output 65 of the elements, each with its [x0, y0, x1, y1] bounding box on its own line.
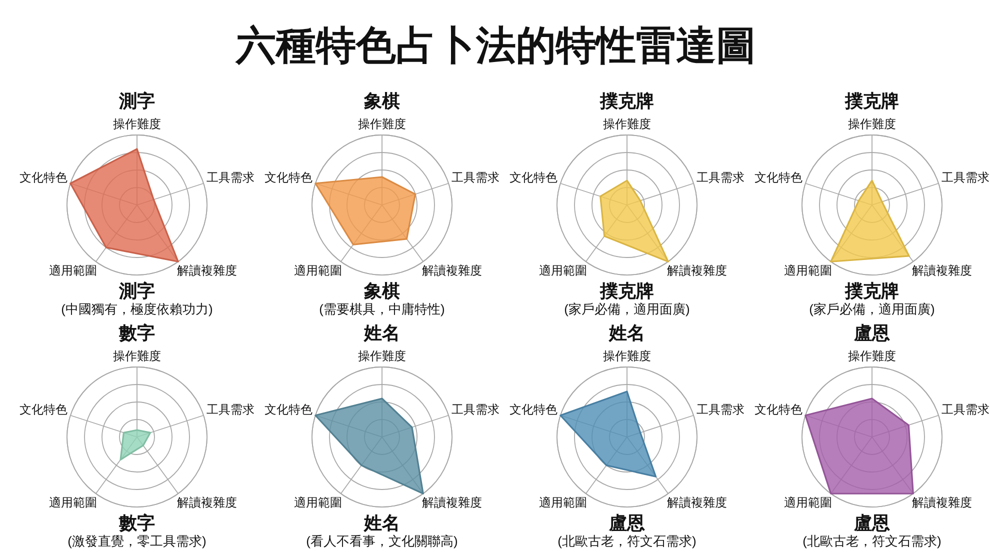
category-label: 解讀複雜度: [667, 264, 728, 278]
category-label: 解讀複雜度: [422, 496, 482, 510]
category-label: 適用範圍: [784, 496, 832, 510]
category-label: 文化特色: [754, 170, 802, 184]
category-label: 工具需求: [696, 402, 745, 416]
panel-title: 象棋: [364, 91, 400, 111]
annotation: (需要棋具，中庸特性): [319, 302, 445, 316]
category-label: 操作難度: [603, 117, 651, 131]
annotation: 盧恩: [854, 513, 890, 533]
category-label: 文化特色: [19, 402, 68, 416]
category-label: 操作難度: [848, 349, 896, 363]
category-label: 工具需求: [942, 170, 990, 184]
category-label: 操作難度: [113, 349, 161, 363]
category-label: 操作難度: [358, 349, 406, 363]
panel-title: 撲克牌: [845, 91, 899, 111]
annotation: (看人不看事，文化關聯高): [306, 534, 458, 548]
annotation: 撲克牌: [845, 281, 899, 301]
annotation: (北歐古老，符文石需求): [802, 534, 942, 548]
category-label: 工具需求: [452, 170, 500, 184]
panel-title: 數字: [119, 323, 155, 343]
category-label: 解讀複雜度: [177, 496, 238, 510]
category-label: 解讀複雜度: [912, 496, 972, 510]
category-label: 工具需求: [942, 402, 990, 416]
annotation: 盧恩: [609, 513, 645, 533]
panel-title: 姓名: [609, 323, 645, 343]
category-label: 解讀複雜度: [422, 264, 482, 278]
category-label: 操作難度: [113, 117, 161, 131]
category-label: 適用範圍: [538, 496, 587, 510]
panel-title: 測字: [119, 91, 155, 111]
category-label: 文化特色: [754, 402, 802, 416]
category-label: 文化特色: [19, 170, 68, 184]
category-label: 解讀複雜度: [667, 496, 728, 510]
category-label: 操作難度: [848, 117, 896, 131]
category-label: 適用範圍: [538, 264, 587, 278]
annotation: (北歐古老，符文石需求): [558, 534, 696, 548]
annotation: (家戶必備，適用面廣): [809, 302, 935, 316]
category-label: 解讀複雜度: [177, 264, 238, 278]
category-label: 工具需求: [696, 170, 745, 184]
annotation: 姓名: [364, 513, 400, 533]
title: 六種特色占卜法的特性雷達圖: [236, 24, 756, 68]
annotation: 象棋: [364, 281, 400, 301]
annotation: 數字: [119, 513, 155, 533]
panel-title: 姓名: [364, 323, 400, 343]
category-label: 適用範圍: [294, 496, 342, 510]
panel-title: 盧恩: [854, 323, 890, 343]
category-label: 文化特色: [509, 402, 558, 416]
category-label: 適用範圍: [784, 264, 832, 278]
category-label: 文化特色: [264, 402, 312, 416]
category-label: 適用範圍: [294, 264, 342, 278]
category-label: 適用範圍: [48, 496, 97, 510]
panel-title: 撲克牌: [600, 91, 654, 111]
category-label: 操作難度: [358, 117, 406, 131]
annotation: (家戶必備，適用面廣): [564, 302, 690, 316]
category-label: 適用範圍: [48, 264, 97, 278]
category-label: 操作難度: [603, 349, 651, 363]
category-label: 解讀複雜度: [912, 264, 972, 278]
category-label: 工具需求: [452, 402, 500, 416]
annotation: (激發直覺，零工具需求): [68, 534, 206, 548]
annotation: 撲克牌: [600, 281, 654, 301]
annotation: (中國獨有，極度依賴功力): [61, 302, 213, 316]
category-label: 工具需求: [206, 170, 255, 184]
category-label: 工具需求: [206, 402, 255, 416]
category-label: 文化特色: [509, 170, 558, 184]
annotation: 測字: [119, 281, 155, 301]
category-label: 文化特色: [264, 170, 312, 184]
